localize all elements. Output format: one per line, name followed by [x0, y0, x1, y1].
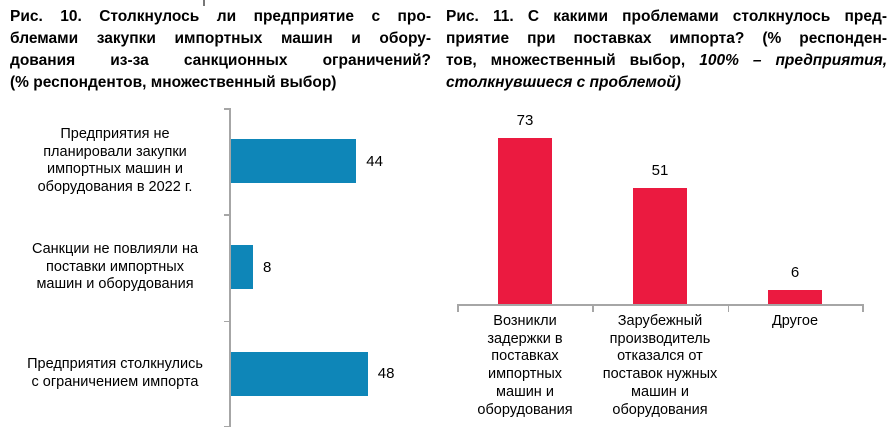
category-label-line: машин и [496, 383, 554, 400]
category-label: Предприятия не планировали закупки импор… [8, 126, 222, 196]
figure11-title-normal-part: тов, множественный выбор, [446, 52, 700, 69]
page-edge-artifact [203, 0, 205, 6]
category-label-line: оборудования в 2022 г. [37, 178, 193, 195]
figure10-title-line: (% респондентов, множественный выбор) [10, 74, 337, 91]
category-label-line: Предприятия столкнулись [27, 356, 203, 373]
category-label-line: Другое [771, 313, 819, 329]
category-label-line: поставках [491, 348, 559, 365]
axis-tick [592, 304, 594, 312]
category-label: Другое [727, 313, 863, 331]
category-label: Зарубежный производитель отказался от по… [592, 313, 728, 419]
axis-tick [862, 304, 864, 312]
figure11-title-line: приятие при поставках импорта? (% респон… [446, 30, 887, 47]
figure11-title-line: Рис. 11. С какими проблемами столкнулось… [446, 8, 887, 25]
figure11-bar-chart: 73 51 6 Возникли задержки в поставках им… [446, 112, 896, 447]
figure10-title: Рис. 10. Столкнулось ли предприятие с пр… [10, 6, 431, 94]
category-label-line: Возникли [493, 313, 557, 329]
bar-fig11-1 [498, 137, 552, 304]
axis-tick [224, 425, 229, 427]
figure11-category-axis [457, 304, 863, 306]
bar-fig10-3 [230, 351, 368, 396]
category-label-line: отказался от [617, 348, 703, 365]
figure10-row-1: Предприятия не планировали закупки импор… [0, 108, 440, 214]
figure10-title-line: дования из-за санкционных ограничений? [10, 52, 431, 69]
figure11-title-line: столкнувшиеся с проблемой) [446, 74, 681, 91]
figure11-title: Рис. 11. С какими проблемами столкнулось… [446, 6, 887, 94]
bar-fig11-2 [633, 187, 687, 304]
data-label: 73 [516, 111, 534, 129]
category-label: Предприятия столкнулись с ограничением и… [8, 356, 222, 391]
figure10-row-3: Предприятия столкнулись с ограничением и… [0, 321, 440, 427]
category-label-line: с ограничением импорта [31, 373, 199, 390]
figure10-title-line: блемами закупки импортных машин и обору- [10, 30, 431, 47]
category-label-line: импортных машин и [47, 161, 183, 177]
category-label-line: Зарубежный [617, 313, 703, 329]
axis-tick [224, 320, 229, 323]
category-label-line: задержки в [487, 330, 563, 347]
category-label-line: импортных [487, 366, 563, 383]
data-label: 51 [651, 161, 669, 179]
figure11-title-line: тов, множественный выбор, 100% – предпри… [446, 50, 887, 72]
category-label-line: оборудования [477, 401, 573, 418]
category-label-line: Предприятия не [60, 126, 170, 142]
data-label: 44 [366, 152, 383, 170]
data-label: 48 [377, 365, 395, 383]
category-label: Санкции не повлияли на поставки импортны… [8, 241, 222, 294]
category-label-line: машин и [631, 383, 689, 400]
category-label-line: поставки импортных [46, 258, 184, 275]
figure10-row-2: Санкции не повлияли на поставки импортны… [0, 214, 440, 320]
category-label-line: планировали закупки [43, 143, 187, 160]
axis-tick [224, 214, 229, 216]
axis-tick [727, 304, 730, 312]
data-label: 8 [263, 258, 272, 276]
category-label-line: оборудования [612, 401, 708, 418]
category-label-line: Санкции не повлияли на [31, 241, 199, 258]
data-label: 6 [790, 264, 800, 282]
axis-tick [224, 108, 229, 110]
category-label-line: поставок нужных [602, 366, 718, 383]
category-label-line: производитель [609, 330, 711, 347]
category-label: Возникли задержки в поставках импортных … [457, 313, 593, 419]
figure10-bar-chart: Предприятия не планировали закупки импор… [0, 108, 440, 428]
axis-tick [457, 304, 459, 312]
bar-fig11-3 [768, 290, 822, 304]
bar-fig10-2 [230, 245, 253, 290]
figure10-title-line: Рис. 10. Столкнулось ли предприятие с пр… [10, 8, 431, 25]
bar-fig10-1 [230, 139, 357, 183]
figure11-title-italic-part: 100% – предприятия, [699, 52, 887, 69]
category-label-line: машин и оборудования [36, 276, 194, 293]
figure10-category-axis [229, 108, 231, 427]
